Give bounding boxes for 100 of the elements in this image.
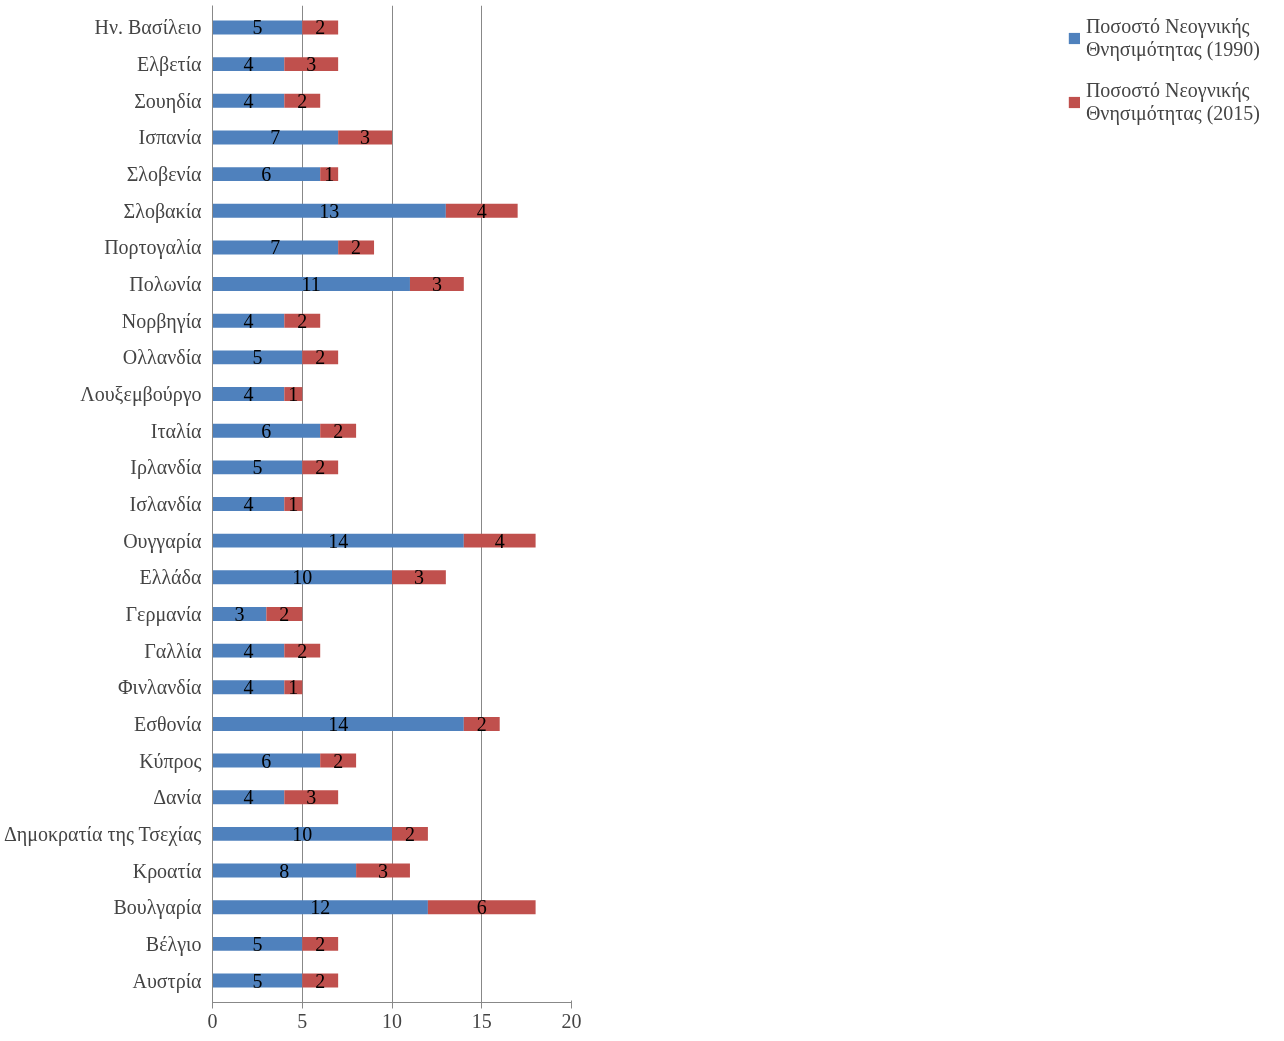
y-tick-label: Βουλγαρία (113, 896, 203, 920)
data-label: 4 (243, 676, 254, 699)
data-label: 2 (333, 749, 344, 772)
data-label: 2 (315, 932, 326, 955)
x-tick-label: 15 (471, 1009, 492, 1032)
bar (212, 240, 339, 255)
data-label: 2 (476, 712, 487, 735)
bar (212, 570, 392, 585)
data-label: 6 (261, 419, 272, 442)
bar (409, 277, 464, 292)
data-label: 2 (297, 309, 308, 332)
data-label: 10 (292, 822, 313, 845)
bar (212, 167, 321, 182)
data-label: 4 (243, 89, 254, 112)
data-label: 14 (328, 712, 349, 735)
data-label: 3 (413, 566, 424, 589)
data-label: 11 (301, 273, 321, 296)
data-label: 2 (351, 236, 362, 259)
data-label: 3 (360, 126, 371, 149)
bar (212, 423, 321, 438)
data-label: 3 (234, 602, 245, 625)
data-label: 2 (279, 602, 290, 625)
data-label: 4 (243, 53, 254, 76)
y-tick-label: Πολωνία (129, 273, 203, 296)
data-label: 3 (306, 53, 317, 76)
bar (212, 460, 303, 475)
data-label: 14 (328, 529, 349, 552)
y-tick-label: Ισλανδία (129, 493, 203, 515)
data-label: 4 (243, 383, 254, 406)
bar (212, 863, 357, 878)
data-label: 2 (333, 419, 344, 442)
data-label: 5 (252, 969, 263, 992)
bar (212, 350, 303, 365)
x-tick-label: 5 (297, 1009, 308, 1032)
data-label: 4 (476, 199, 487, 222)
y-tick-label: Βέλγιο (145, 932, 202, 956)
bar (212, 790, 285, 805)
data-label: 4 (494, 529, 505, 552)
data-label: 8 (279, 859, 290, 882)
data-label: 3 (378, 859, 389, 882)
y-tick-label: Ιρλανδία (130, 456, 203, 480)
bar (445, 203, 518, 218)
bar (212, 936, 303, 951)
y-tick-label: Γερμανία (125, 602, 203, 626)
data-label: 3 (431, 273, 442, 296)
data-label: 6 (476, 896, 487, 919)
y-tick-label: Ελλάδα (139, 566, 203, 589)
data-label: 10 (292, 566, 313, 589)
bar (212, 607, 267, 621)
bar (338, 130, 392, 145)
data-label: 5 (252, 16, 263, 39)
y-tick-label: Σουηδία (134, 89, 203, 113)
bar (212, 826, 392, 841)
y-tick-label: Νορβηγία (121, 309, 203, 333)
bar (427, 900, 536, 915)
bar (356, 863, 410, 878)
y-tick-label: Ελβετία (137, 53, 203, 77)
y-tick-label: Σλοβακία (123, 199, 203, 223)
y-tick-label: Αυστρία (132, 969, 203, 993)
legend-label: Ποσοστό Νεογνικής Θνησιμότητας (2015) (1085, 79, 1260, 125)
bar (212, 900, 428, 915)
data-label: 4 (243, 786, 254, 809)
y-tick-label: Εσθονία (134, 712, 203, 735)
data-label: 2 (315, 969, 326, 992)
x-tick-label: 0 (207, 1009, 218, 1032)
data-label: 2 (315, 456, 326, 479)
data-label: 2 (404, 822, 415, 845)
bar (212, 387, 285, 401)
data-label: 2 (315, 346, 326, 369)
bar (212, 57, 285, 72)
y-tick-label: Ουγγαρία (123, 529, 203, 553)
data-label: 1 (324, 163, 335, 186)
y-tick-label: Πορτογαλία (104, 236, 203, 260)
x-tick-label: 20 (561, 1009, 582, 1032)
y-tick-label: Σλοβενία (126, 163, 203, 187)
bar (212, 277, 410, 292)
y-tick-label: Ισπανία (138, 126, 203, 149)
data-label: 5 (252, 932, 263, 955)
data-label: 2 (297, 639, 308, 662)
data-label: 7 (270, 236, 281, 259)
data-label: 6 (261, 163, 272, 186)
bar (463, 533, 536, 548)
bar (392, 570, 446, 585)
data-label: 4 (243, 493, 254, 515)
bar (284, 790, 339, 805)
bar (212, 497, 285, 511)
data-label: 12 (310, 896, 331, 919)
data-label: 13 (319, 199, 340, 222)
y-tick-label: Ην. Βασίλειο (94, 16, 202, 39)
bar (212, 643, 285, 658)
data-label: 6 (261, 749, 272, 772)
bar (284, 57, 339, 72)
data-label: 5 (252, 456, 263, 479)
data-label: 3 (306, 786, 317, 809)
bar (212, 533, 464, 548)
y-tick-label: Φινλανδία (117, 676, 203, 699)
bar (212, 93, 285, 108)
bar (212, 203, 446, 218)
bar (212, 753, 321, 768)
bar (212, 130, 339, 145)
